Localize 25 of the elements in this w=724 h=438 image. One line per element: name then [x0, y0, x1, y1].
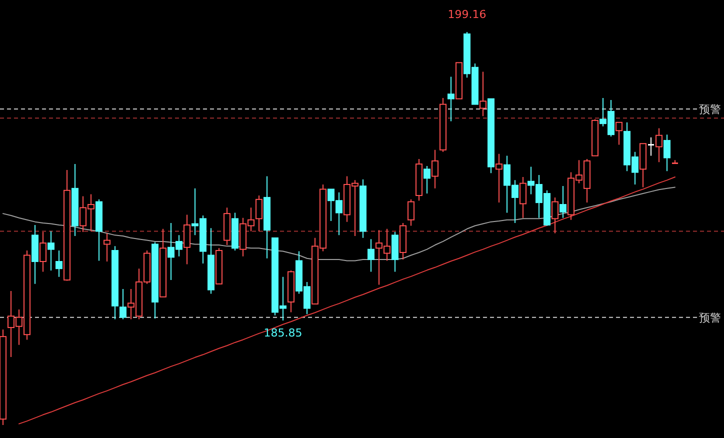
- candlestick: [104, 232, 110, 262]
- candlestick: [56, 250, 62, 278]
- candlestick: [120, 288, 126, 320]
- candlestick: [424, 166, 430, 194]
- candlestick: [40, 232, 46, 272]
- candlestick: [656, 128, 662, 163]
- annotation: 199.16: [448, 8, 486, 21]
- annotation: 185.85: [264, 326, 302, 340]
- candlestick: [256, 194, 262, 232]
- candlestick: [520, 176, 526, 218]
- candlestick: [647, 136, 655, 156]
- candlestick: [448, 76, 454, 122]
- ref-line-label: 预警: [699, 311, 721, 324]
- candlestick: [432, 149, 438, 189]
- candlestick: [496, 153, 502, 204]
- candlestick: [616, 122, 622, 146]
- candlestick: [368, 238, 374, 272]
- candlestick: [552, 196, 558, 234]
- candlestick: [408, 198, 414, 226]
- candlestick: [184, 214, 190, 265]
- ref-line-label: 预警: [699, 103, 721, 116]
- candlestick: [664, 134, 670, 172]
- candlestick: [480, 71, 486, 117]
- candlestick: [560, 186, 566, 218]
- candlestick: [48, 230, 54, 272]
